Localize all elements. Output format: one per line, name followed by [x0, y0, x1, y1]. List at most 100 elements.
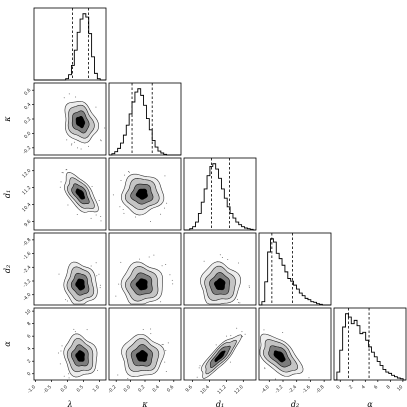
sample-point	[163, 207, 165, 209]
y-tick-label: 11.2	[21, 185, 33, 197]
histogram-alpha	[334, 313, 406, 381]
sample-point	[275, 378, 276, 380]
panel-alpha-kappa	[108, 307, 182, 381]
x-tick-label: 12.0	[233, 384, 245, 396]
sample-point	[100, 139, 102, 141]
panel-frame	[33, 7, 107, 81]
sample-point	[150, 333, 152, 335]
sample-point	[221, 257, 223, 259]
sample-point	[150, 220, 152, 222]
sample-point	[199, 365, 201, 367]
sample-point	[74, 331, 76, 333]
sample-point	[104, 127, 106, 129]
sample-point	[59, 363, 61, 365]
sample-point	[61, 172, 63, 174]
histogram-d2	[259, 238, 331, 306]
sample-point	[66, 300, 68, 302]
sample-point	[139, 258, 141, 260]
sample-point	[96, 275, 98, 277]
panel-alpha-alpha	[333, 307, 407, 381]
x-tick-label: 8	[385, 384, 391, 390]
panel-d2-lambda	[33, 232, 107, 306]
sample-point	[77, 147, 79, 149]
panel-frame	[183, 157, 257, 231]
sample-point	[62, 172, 64, 174]
panel-alpha-d1	[183, 307, 257, 381]
sample-point	[95, 106, 97, 108]
x-tick-label: 0.5	[76, 384, 85, 393]
y-tick-label: 0.0	[23, 131, 32, 140]
x-tick-label: 0.0	[60, 384, 69, 393]
panel-d1-kappa	[108, 157, 182, 231]
panel-d1-d1	[183, 157, 257, 231]
y-axis-label-d1: d₁	[3, 190, 12, 198]
panel-d2-d2	[258, 232, 332, 306]
x-tick-label: 4	[360, 384, 366, 390]
y-tick-label: 12.0	[21, 168, 33, 180]
x-tick-label: -0.5	[42, 384, 53, 395]
sample-point	[117, 374, 119, 376]
panel-frame	[258, 307, 332, 381]
sample-point	[150, 328, 152, 330]
sample-point	[63, 97, 65, 99]
sample-point	[68, 93, 70, 95]
contour-level-4	[75, 188, 86, 200]
sample-point	[264, 368, 266, 370]
y-tick-label: 9.6	[23, 219, 32, 228]
sample-point	[241, 331, 243, 333]
contour-level-4	[75, 350, 85, 362]
sample-point	[248, 285, 250, 287]
sample-point	[59, 186, 61, 188]
contour-level-4	[273, 350, 286, 363]
y-tick-label: -4.0	[22, 292, 33, 303]
sample-point	[282, 332, 284, 334]
sample-point	[70, 144, 72, 146]
x-tick-label: -3.2	[274, 384, 285, 395]
sample-point	[120, 261, 122, 263]
y-axis-label-alpha: α	[3, 341, 12, 347]
sample-point	[164, 175, 166, 177]
sample-point	[165, 263, 167, 265]
sample-point	[120, 180, 122, 182]
sample-point	[119, 206, 121, 208]
sample-point	[123, 212, 125, 214]
x-tick-label: 0	[335, 384, 341, 390]
sample-point	[90, 265, 92, 267]
sample-point	[196, 376, 198, 378]
panel-frame	[108, 232, 182, 306]
sample-point	[171, 279, 173, 281]
panel-frame	[108, 157, 182, 231]
contour-level-4	[214, 278, 226, 291]
sample-point	[95, 214, 97, 216]
histogram-d1	[184, 163, 256, 231]
sample-point	[308, 377, 310, 379]
y-tick-label: -0.8	[22, 237, 33, 248]
sample-point	[229, 361, 231, 363]
sample-point	[160, 301, 162, 303]
sample-point	[115, 295, 117, 297]
sample-point	[118, 283, 120, 285]
y-tick-label: -1.6	[22, 251, 33, 262]
sample-point	[68, 373, 70, 375]
sample-point	[167, 342, 169, 344]
sample-point	[91, 186, 93, 187]
sample-point	[124, 174, 126, 176]
x-tick-label: 10	[396, 384, 404, 392]
contour-level-4	[135, 350, 148, 362]
sample-point	[165, 350, 167, 352]
sample-point	[236, 327, 238, 329]
contour-level-4	[135, 188, 148, 200]
y-tick-label: 0	[26, 371, 32, 377]
x-tick-label: 10.4	[199, 384, 211, 396]
sample-point	[219, 254, 221, 256]
y-tick-label: 0.4	[23, 102, 32, 111]
panel-frame	[108, 82, 182, 156]
x-axis-label-kappa: κ	[141, 400, 148, 407]
sample-point	[236, 298, 238, 300]
x-tick-label: -2.4	[288, 384, 299, 395]
sample-point	[238, 262, 239, 264]
sample-point	[95, 262, 97, 264]
sample-point	[153, 254, 155, 256]
sample-point	[80, 148, 82, 150]
